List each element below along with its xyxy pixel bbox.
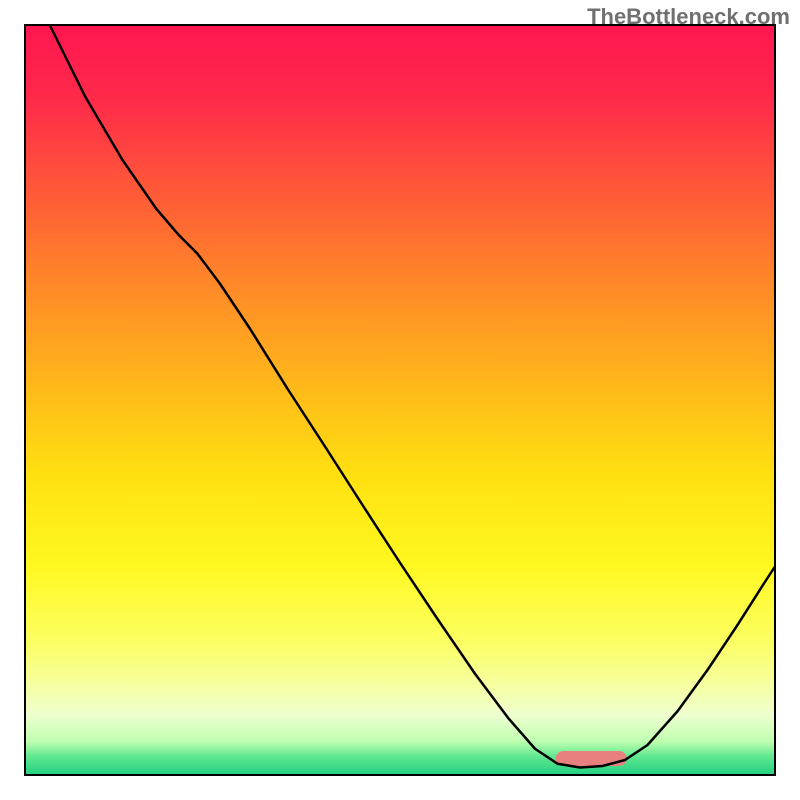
chart-container: TheBottleneck.com bbox=[0, 0, 800, 800]
bottleneck-chart bbox=[0, 0, 800, 800]
watermark-text: TheBottleneck.com bbox=[587, 4, 790, 30]
chart-background bbox=[25, 25, 775, 775]
optimal-marker bbox=[556, 751, 627, 766]
